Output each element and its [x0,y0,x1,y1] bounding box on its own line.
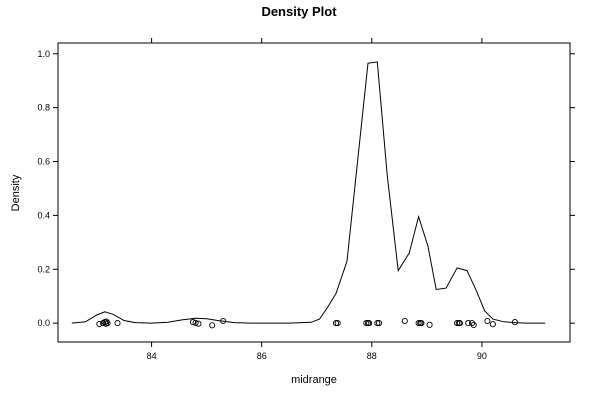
rug-point [363,320,370,327]
rug-point [375,320,383,327]
y-tick-label: 1.0 [37,49,50,59]
y-axis-label: Density [10,174,22,211]
x-tick-label: 86 [257,351,267,361]
x-tick-label: 90 [477,351,487,361]
rug-point [470,321,477,329]
rug-point [114,320,121,327]
axis-tick-labels: 84 86 88 90 0.0 0.2 0.4 0.6 0.8 1.0 [37,49,486,361]
y-tick-label: 0.8 [37,103,50,113]
x-tick-label: 88 [367,351,377,361]
rug-point [456,320,463,327]
y-tick-label: 0.4 [37,210,50,220]
y-tick-label: 0.6 [37,157,50,167]
rug-point [96,320,103,328]
rug-point [334,320,341,327]
density-line [71,61,546,324]
rug-point [468,320,476,327]
rug-point [104,320,111,327]
rug-point [374,320,381,327]
rug-point [454,320,461,327]
rug-points [96,317,518,329]
rug-point [489,321,496,328]
rug-point [192,319,199,326]
rug-point [332,320,340,327]
x-tick-label: 84 [147,351,157,361]
rug-point [366,320,373,327]
rug-point [220,317,227,325]
axis-ticks [53,38,575,347]
rug-point [415,320,422,327]
chart-title: Density Plot [261,4,337,19]
rug-point [189,319,196,326]
rug-point [195,320,202,327]
y-tick-label: 0.2 [37,264,50,274]
rug-point [103,318,110,325]
x-axis-label: midrange [291,374,337,386]
rug-point [484,317,491,325]
rug-point [426,321,433,328]
plot-frame [57,42,571,343]
rug-point [511,319,518,326]
rug-point [209,322,216,329]
rug-point [418,320,425,327]
y-tick-label: 0.0 [37,318,50,328]
rug-point [465,320,472,327]
rug-point [401,317,408,325]
